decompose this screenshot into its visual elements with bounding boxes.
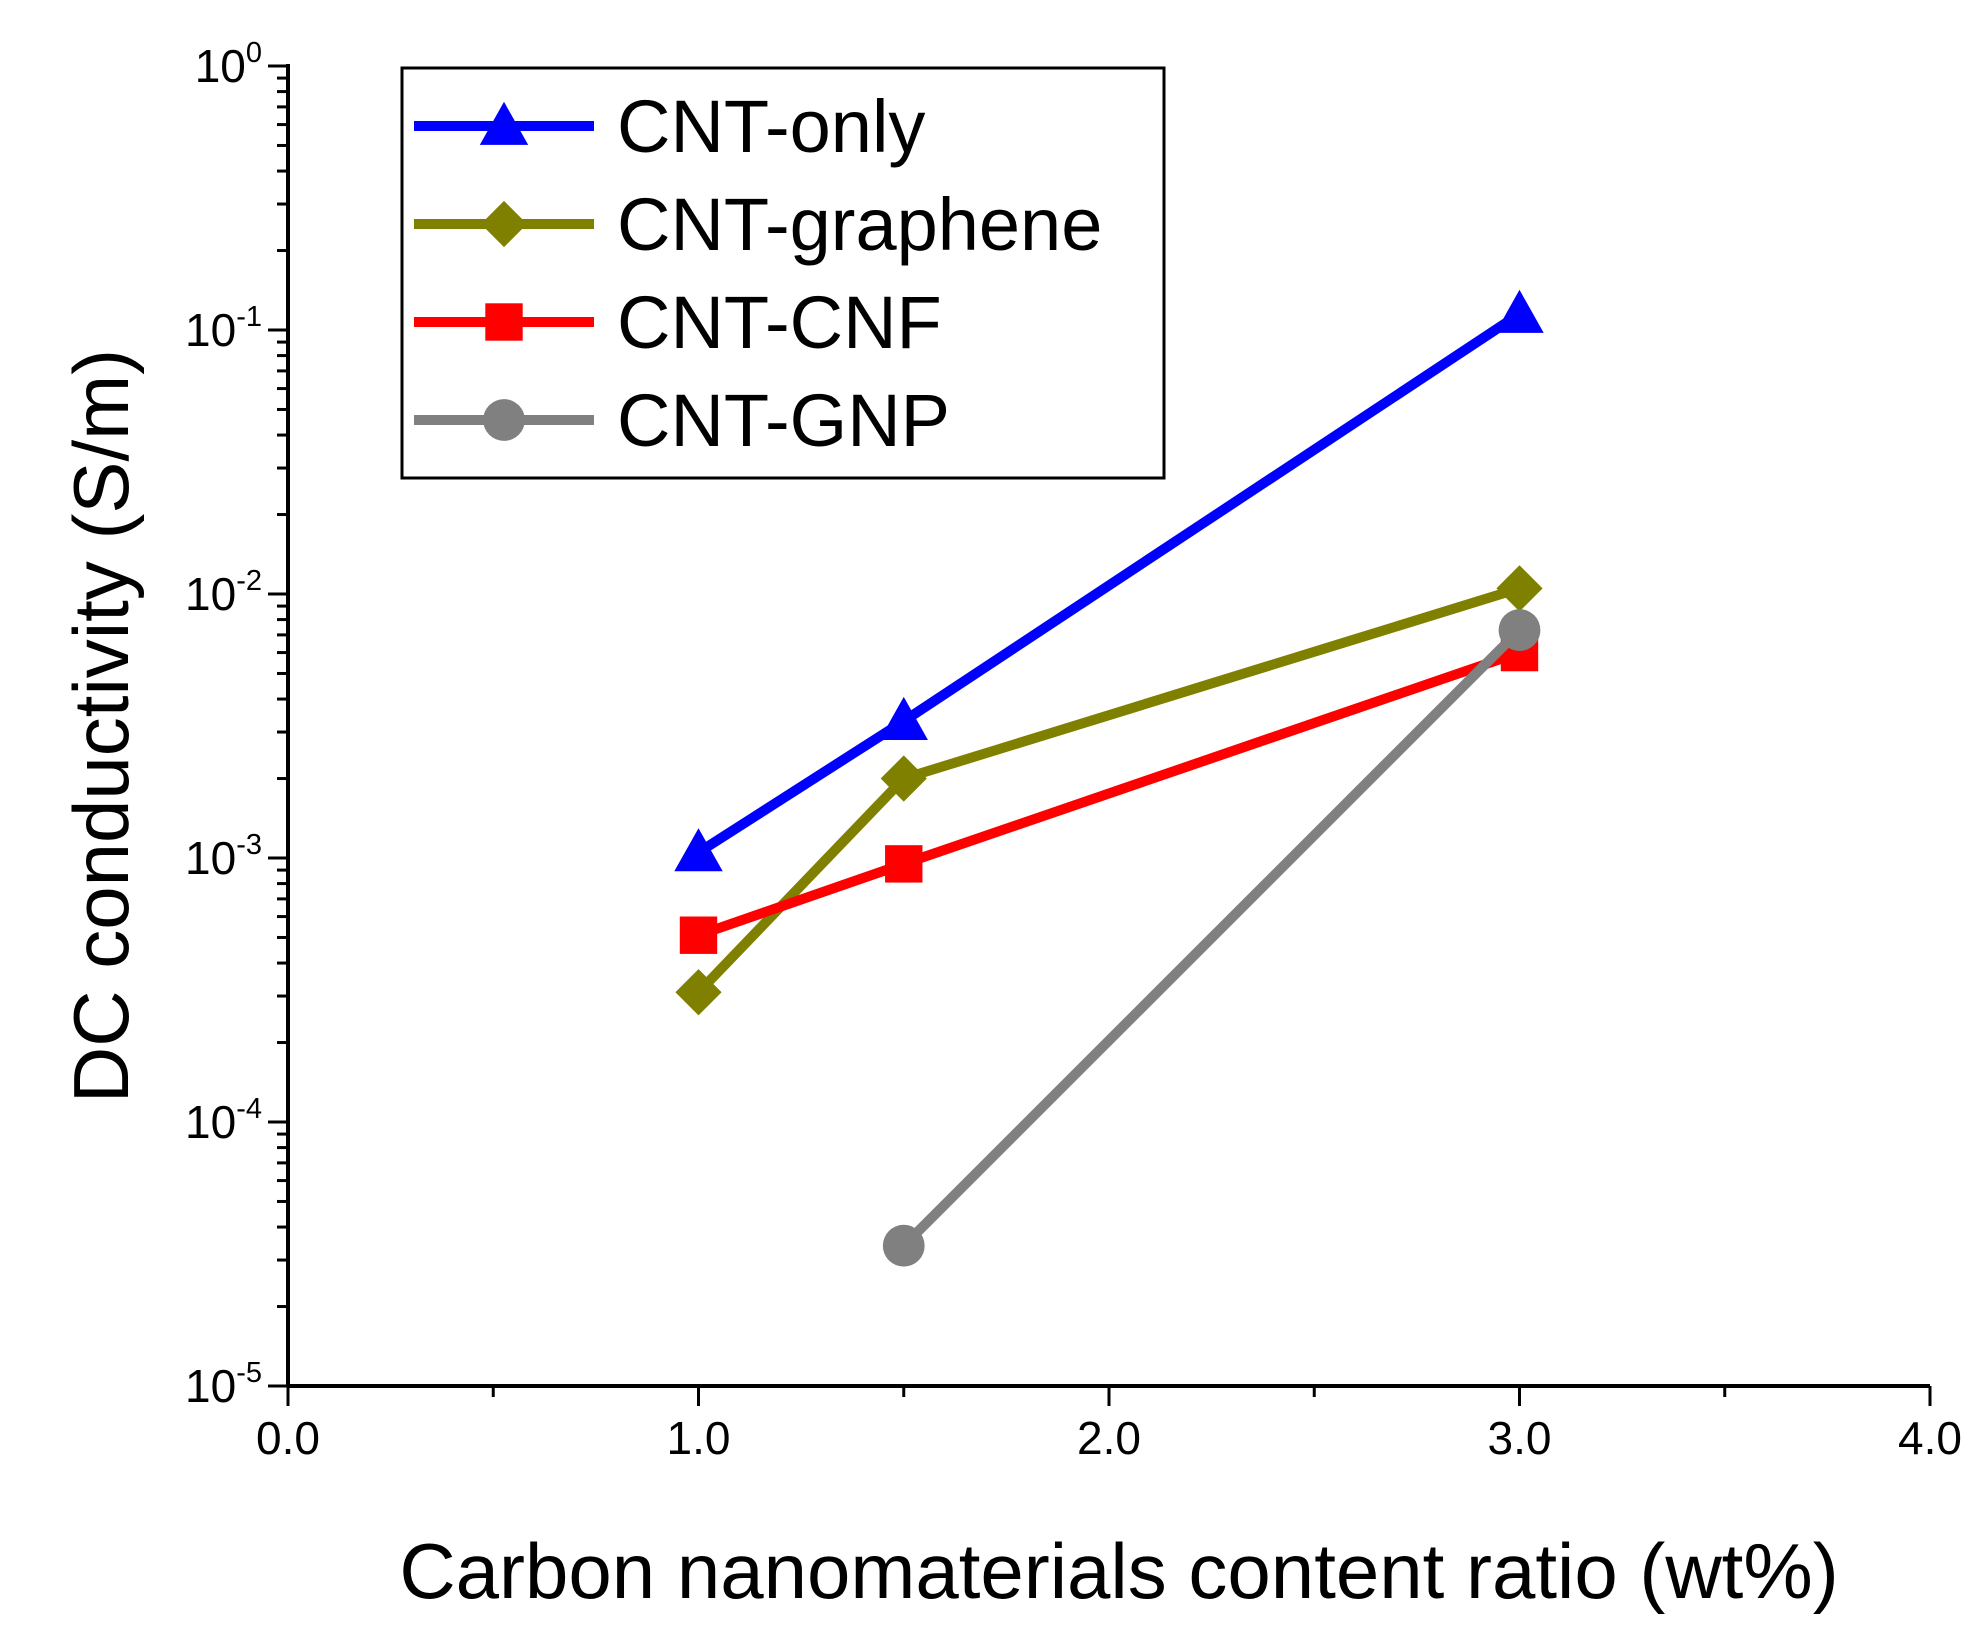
y-axis-title: DC conductivity (S/m) (57, 349, 145, 1103)
triangle-marker (1495, 289, 1544, 333)
y-tick-label: 10-2 (185, 565, 262, 620)
triangle-marker (674, 828, 723, 872)
legend-item: CNT-GNP (414, 379, 950, 462)
series-line (900, 626, 1524, 1250)
square-marker (485, 303, 523, 341)
legend-label: CNT-CNF (617, 281, 942, 364)
circle-marker (1498, 609, 1541, 651)
series-line (696, 647, 1522, 940)
series-cnt-graphene (675, 565, 1543, 1016)
x-tick-label: 0.0 (256, 1412, 320, 1464)
circle-marker (483, 399, 525, 441)
y-tick-label: 10-1 (185, 301, 262, 356)
legend-box (400, 66, 1166, 480)
diamond-marker (1496, 565, 1543, 612)
diamond-marker (480, 200, 528, 248)
y-tick-label: 10-5 (185, 1357, 262, 1412)
legend-label: CNT-graphene (617, 183, 1102, 266)
legend: CNT-only CNT-graphene CNT-CNF CNT-GNP (400, 66, 1166, 480)
series-layer (674, 289, 1544, 1267)
series-cnt-only (674, 289, 1544, 872)
x-tick-label: 2.0 (1077, 1412, 1141, 1464)
circle-marker (882, 1224, 925, 1267)
triangle-marker (879, 696, 928, 740)
legend-item: CNT-graphene (414, 183, 1102, 266)
square-marker (885, 845, 923, 883)
x-tick-label: 4.0 (1898, 1412, 1962, 1464)
axes: 0.0 1.0 2.0 3.0 4.0 10-5 10-4 10-3 10-2 10-1 100 (185, 37, 1962, 1464)
legend-item: CNT-only (414, 85, 925, 168)
triangle-marker (479, 101, 529, 145)
series-cnt-gnp (882, 609, 1541, 1267)
y-tick-label: 10-4 (185, 1093, 262, 1148)
diamond-marker (880, 755, 927, 802)
legend-item: CNT-CNF (414, 281, 942, 364)
legend-label: CNT-GNP (617, 379, 950, 462)
diamond-marker (675, 969, 722, 1016)
square-marker (679, 916, 718, 954)
y-tick-label: 10-3 (185, 829, 262, 884)
x-tick-label: 1.0 (667, 1412, 731, 1464)
legend-label: CNT-only (617, 85, 925, 168)
y-tick-label: 100 (195, 37, 262, 92)
x-axis-title: Carbon nanomaterials content ratio (wt%) (399, 1527, 1838, 1615)
series-cnt-cnf (679, 633, 1539, 954)
x-tick-label: 3.0 (1488, 1412, 1552, 1464)
